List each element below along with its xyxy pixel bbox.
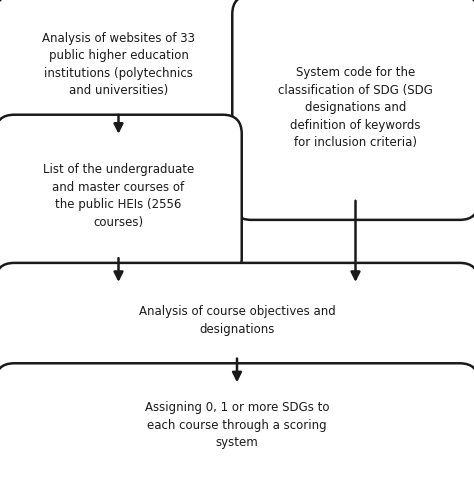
Text: Analysis of course objectives and
designations: Analysis of course objectives and design… [138, 305, 336, 336]
Text: Analysis of websites of 33
public higher education
institutions (polytechnics
an: Analysis of websites of 33 public higher… [42, 32, 195, 98]
FancyBboxPatch shape [0, 0, 242, 134]
Text: List of the undergraduate
and master courses of
the public HEIs (2556
courses): List of the undergraduate and master cou… [43, 163, 194, 229]
Text: System code for the
classification of SDG (SDG
designations and
definition of ke: System code for the classification of SD… [278, 66, 433, 149]
FancyBboxPatch shape [0, 115, 242, 277]
FancyBboxPatch shape [0, 263, 474, 378]
Text: Assigning 0, 1 or more SDGs to
each course through a scoring
system: Assigning 0, 1 or more SDGs to each cour… [145, 402, 329, 449]
FancyBboxPatch shape [232, 0, 474, 220]
FancyBboxPatch shape [0, 363, 474, 478]
